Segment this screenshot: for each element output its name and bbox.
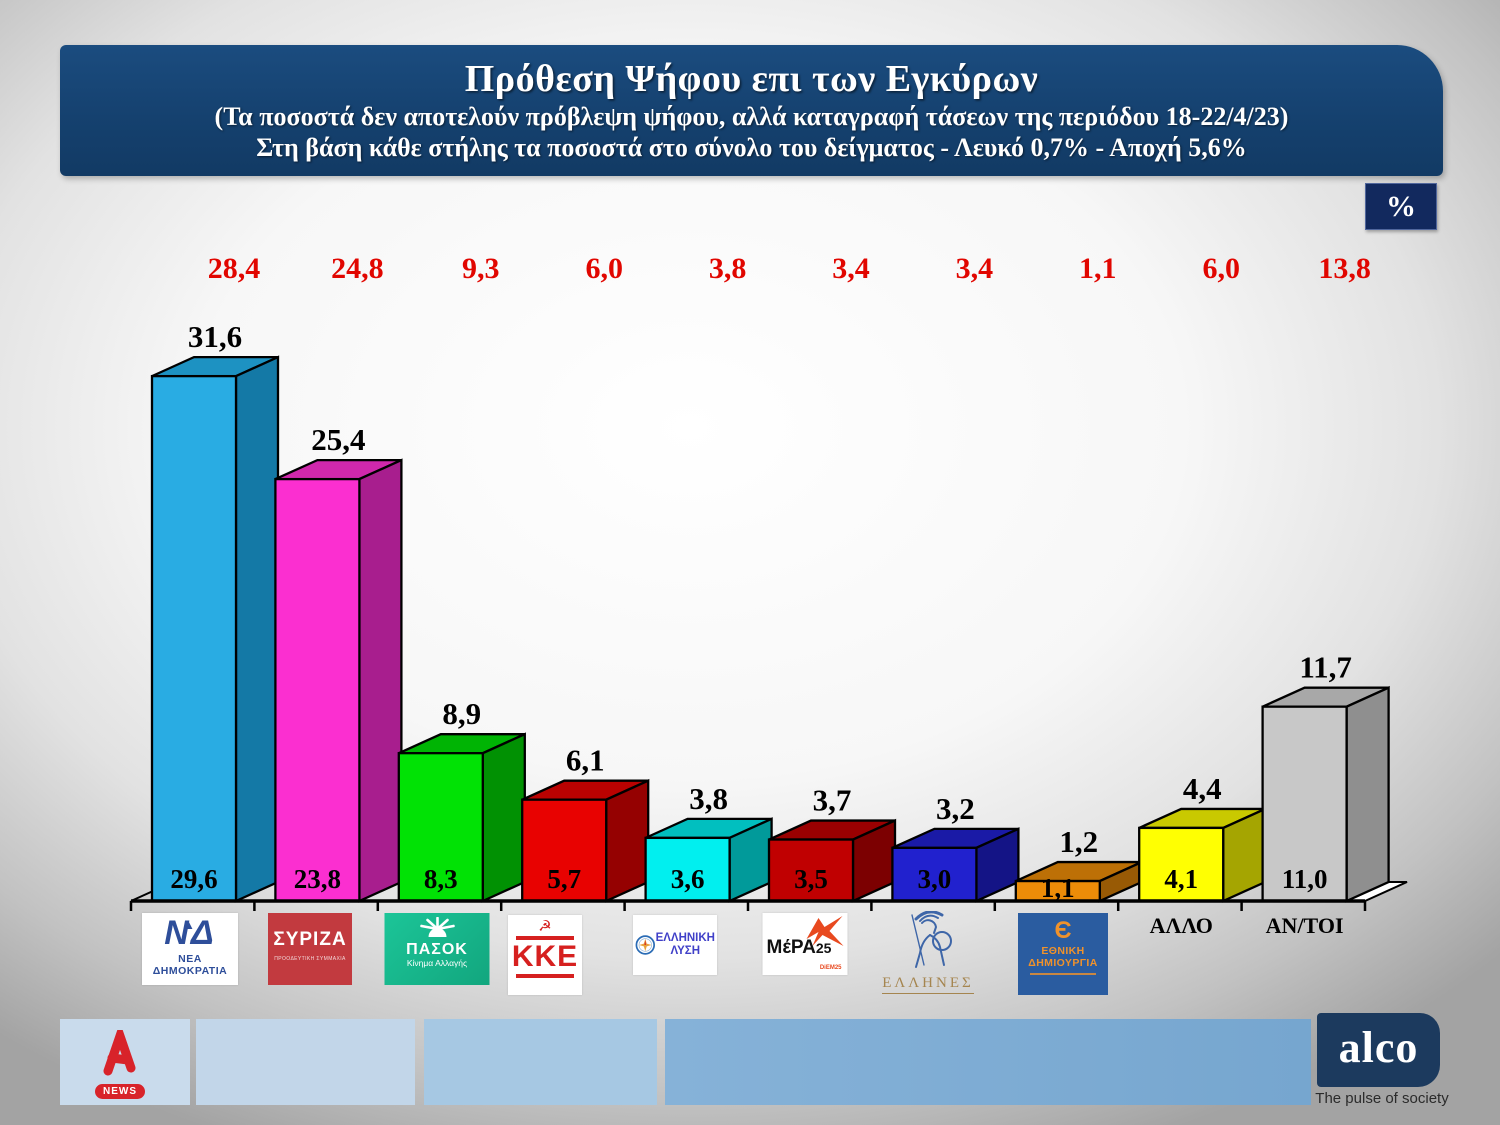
- bar-top-label-5: 3,7: [813, 783, 852, 818]
- bar-top-label-7: 1,2: [1059, 824, 1098, 859]
- bar-inner-label-8: 4,1: [1164, 864, 1198, 894]
- hammer-sickle-icon: ☭: [538, 918, 552, 935]
- bar-front-face-3: [521, 798, 608, 903]
- logo-elliniki-lysi: ΕΛΛΗΝΙΚΗ ΛΥΣΗ: [633, 915, 717, 975]
- mera25-wordmark: ΜέΡΑ25: [766, 937, 832, 958]
- red-value-4: 3,8: [709, 252, 747, 285]
- bar-side-face-9: [1345, 685, 1390, 903]
- alpha-news-badge: NEWS: [95, 1084, 145, 1099]
- swallow-icon: [806, 916, 844, 946]
- bar-front-face-4: [644, 836, 731, 903]
- footer-tile-2: [196, 1019, 415, 1105]
- kke-bottom-bar: [516, 974, 574, 978]
- logo-mera25: ΜέΡΑ25 DiEM25: [762, 913, 848, 975]
- nd-caption: ΝΕΑ ΔΗΜΟΚΡΑΤΙΑ: [152, 953, 228, 977]
- footer-tile-4: [665, 1019, 1311, 1105]
- kke-wordmark: ΚΚΕ: [511, 940, 579, 973]
- ethniki-tagline-strip: [1030, 973, 1096, 975]
- bar-front-face-0: [150, 374, 238, 903]
- alpha-news-logo: NEWS: [92, 1022, 148, 1099]
- bar-side-face-0: [234, 355, 280, 903]
- bar-side-face-3: [605, 778, 650, 903]
- subtitle-line1: (Τα ποσοστά δεν αποτελούν πρόβλεψη ψήφου…: [214, 102, 1289, 131]
- bar-inner-label-2: 8,3: [424, 864, 458, 894]
- header-banner: Πρόθεση Ψήφου επι των Εγκύρων (Τα ποσοστ…: [60, 45, 1443, 176]
- kke-top-bar: [516, 936, 574, 940]
- bar-inner-label-1: 23,8: [294, 864, 341, 894]
- footer-tile-3: [424, 1019, 657, 1105]
- red-value-1: 24,8: [331, 252, 384, 285]
- red-value-2: 9,3: [462, 252, 500, 285]
- bar-inner-label-9: 11,0: [1282, 864, 1328, 894]
- ethniki-emblem: Є: [1054, 917, 1072, 944]
- bar-top-label-1: 25,4: [311, 422, 365, 457]
- alpha-a-icon: [103, 1022, 136, 1076]
- category-label-9: ΑΝ/ΤΟΙ: [1266, 913, 1344, 938]
- logo-ellines: ΕΛΛΗΝΕΣ: [878, 910, 978, 994]
- red-value-3: 6,0: [585, 252, 623, 285]
- warrior-icon: [911, 910, 952, 968]
- bar-top-label-2: 8,9: [442, 696, 481, 731]
- page-title: Πρόθεση Ψήφου επι των Εγκύρων: [464, 58, 1039, 100]
- bar-chart-3d: 28,4 31,6 29,6 24,8 25,4 23,8 9,3 8,9 8,3 6,0 6,1 5…: [129, 252, 1408, 938]
- elliniki-lysi-wordmark: ΕΛΛΗΝΙΚΗ ΛΥΣΗ: [655, 932, 715, 957]
- ethniki-line2: ΔΗΜΙΟΥΡΓΙΑ: [1028, 956, 1098, 969]
- logo-ethniki-dimiourgia: Є ΕΘΝΙΚΗ ΔΗΜΙΟΥΡΓΙΑ: [1018, 913, 1108, 995]
- bar-top-label-4: 3,8: [689, 781, 728, 816]
- logo-nea-dimokratia: ΝΔ ▲ ΝΕΑ ΔΗΜΟΚΡΑΤΙΑ: [142, 913, 238, 985]
- pasok-sun-icon: [419, 916, 455, 937]
- bar-inner-label-6: 3,0: [918, 864, 952, 894]
- bar-front-face-6: [891, 846, 978, 903]
- ethniki-line1: ΕΘΝΙΚΗ: [1041, 945, 1085, 957]
- bar-inner-label-3: 5,7: [547, 864, 581, 894]
- logo-kke: ☭ ΚΚΕ: [508, 915, 582, 995]
- bar-side-face-1: [358, 458, 403, 903]
- bar-top-label-3: 6,1: [566, 743, 605, 778]
- bar-inner-label-7: 1,1: [1041, 873, 1075, 903]
- compass-icon: [635, 935, 655, 955]
- subtitle-line2: Στη βάση κάθε στήλης τα ποσοστά στο σύνο…: [256, 133, 1247, 162]
- bar-top-label-0: 31,6: [188, 319, 242, 354]
- bar-front-face-5: [767, 838, 855, 903]
- bar-inner-label-5: 3,5: [794, 864, 828, 894]
- syriza-subtitle: ΠΡΟΟΔΕΥΤΙΚΗ ΣΥΜΜΑΧΙΑ: [274, 956, 346, 962]
- logo-syriza: ΣΥΡΙΖΑ ΠΡΟΟΔΕΥΤΙΚΗ ΣΥΜΜΑΧΙΑ: [268, 913, 352, 985]
- red-value-9: 13,8: [1318, 252, 1371, 285]
- bar-side-face-2: [481, 732, 526, 903]
- red-value-0: 28,4: [208, 252, 261, 285]
- bar-inner-label-4: 3,6: [671, 864, 705, 894]
- red-value-8: 6,0: [1202, 252, 1240, 285]
- red-value-6: 3,4: [956, 252, 994, 285]
- category-label-8: ΑΛΛΟ: [1150, 913, 1213, 938]
- bar-top-label-9: 11,7: [1299, 650, 1352, 685]
- red-value-5: 3,4: [832, 252, 870, 285]
- mera25-diem-label: DiEM25: [819, 965, 842, 971]
- bar-front-face-2: [397, 752, 484, 903]
- bar-inner-label-0: 29,6: [170, 864, 217, 894]
- red-value-7: 1,1: [1079, 252, 1117, 285]
- logo-pasok: ΠΑΣΟΚ Κίνημα Αλλαγής: [384, 913, 490, 985]
- bar-top-label-6: 3,2: [936, 791, 975, 826]
- bar-front-face-1: [274, 477, 361, 903]
- nd-monogram: ΝΔ ▲: [142, 913, 238, 953]
- bar-top-label-8: 4,4: [1183, 771, 1222, 806]
- ellines-wordmark: ΕΛΛΗΝΕΣ: [882, 975, 974, 994]
- percent-unit-badge: %: [1365, 183, 1437, 230]
- alco-tagline: The pulse of society: [1315, 1090, 1449, 1107]
- pasok-wordmark: ΠΑΣΟΚ: [406, 941, 468, 958]
- pasok-subtitle: Κίνημα Αλλαγής: [406, 958, 468, 968]
- bar-front-face-8: [1138, 826, 1225, 903]
- nd-triangle-accent: ▲: [183, 918, 197, 932]
- syriza-wordmark: ΣΥΡΙΖΑ: [273, 929, 347, 950]
- alco-logo: alco: [1317, 1013, 1440, 1087]
